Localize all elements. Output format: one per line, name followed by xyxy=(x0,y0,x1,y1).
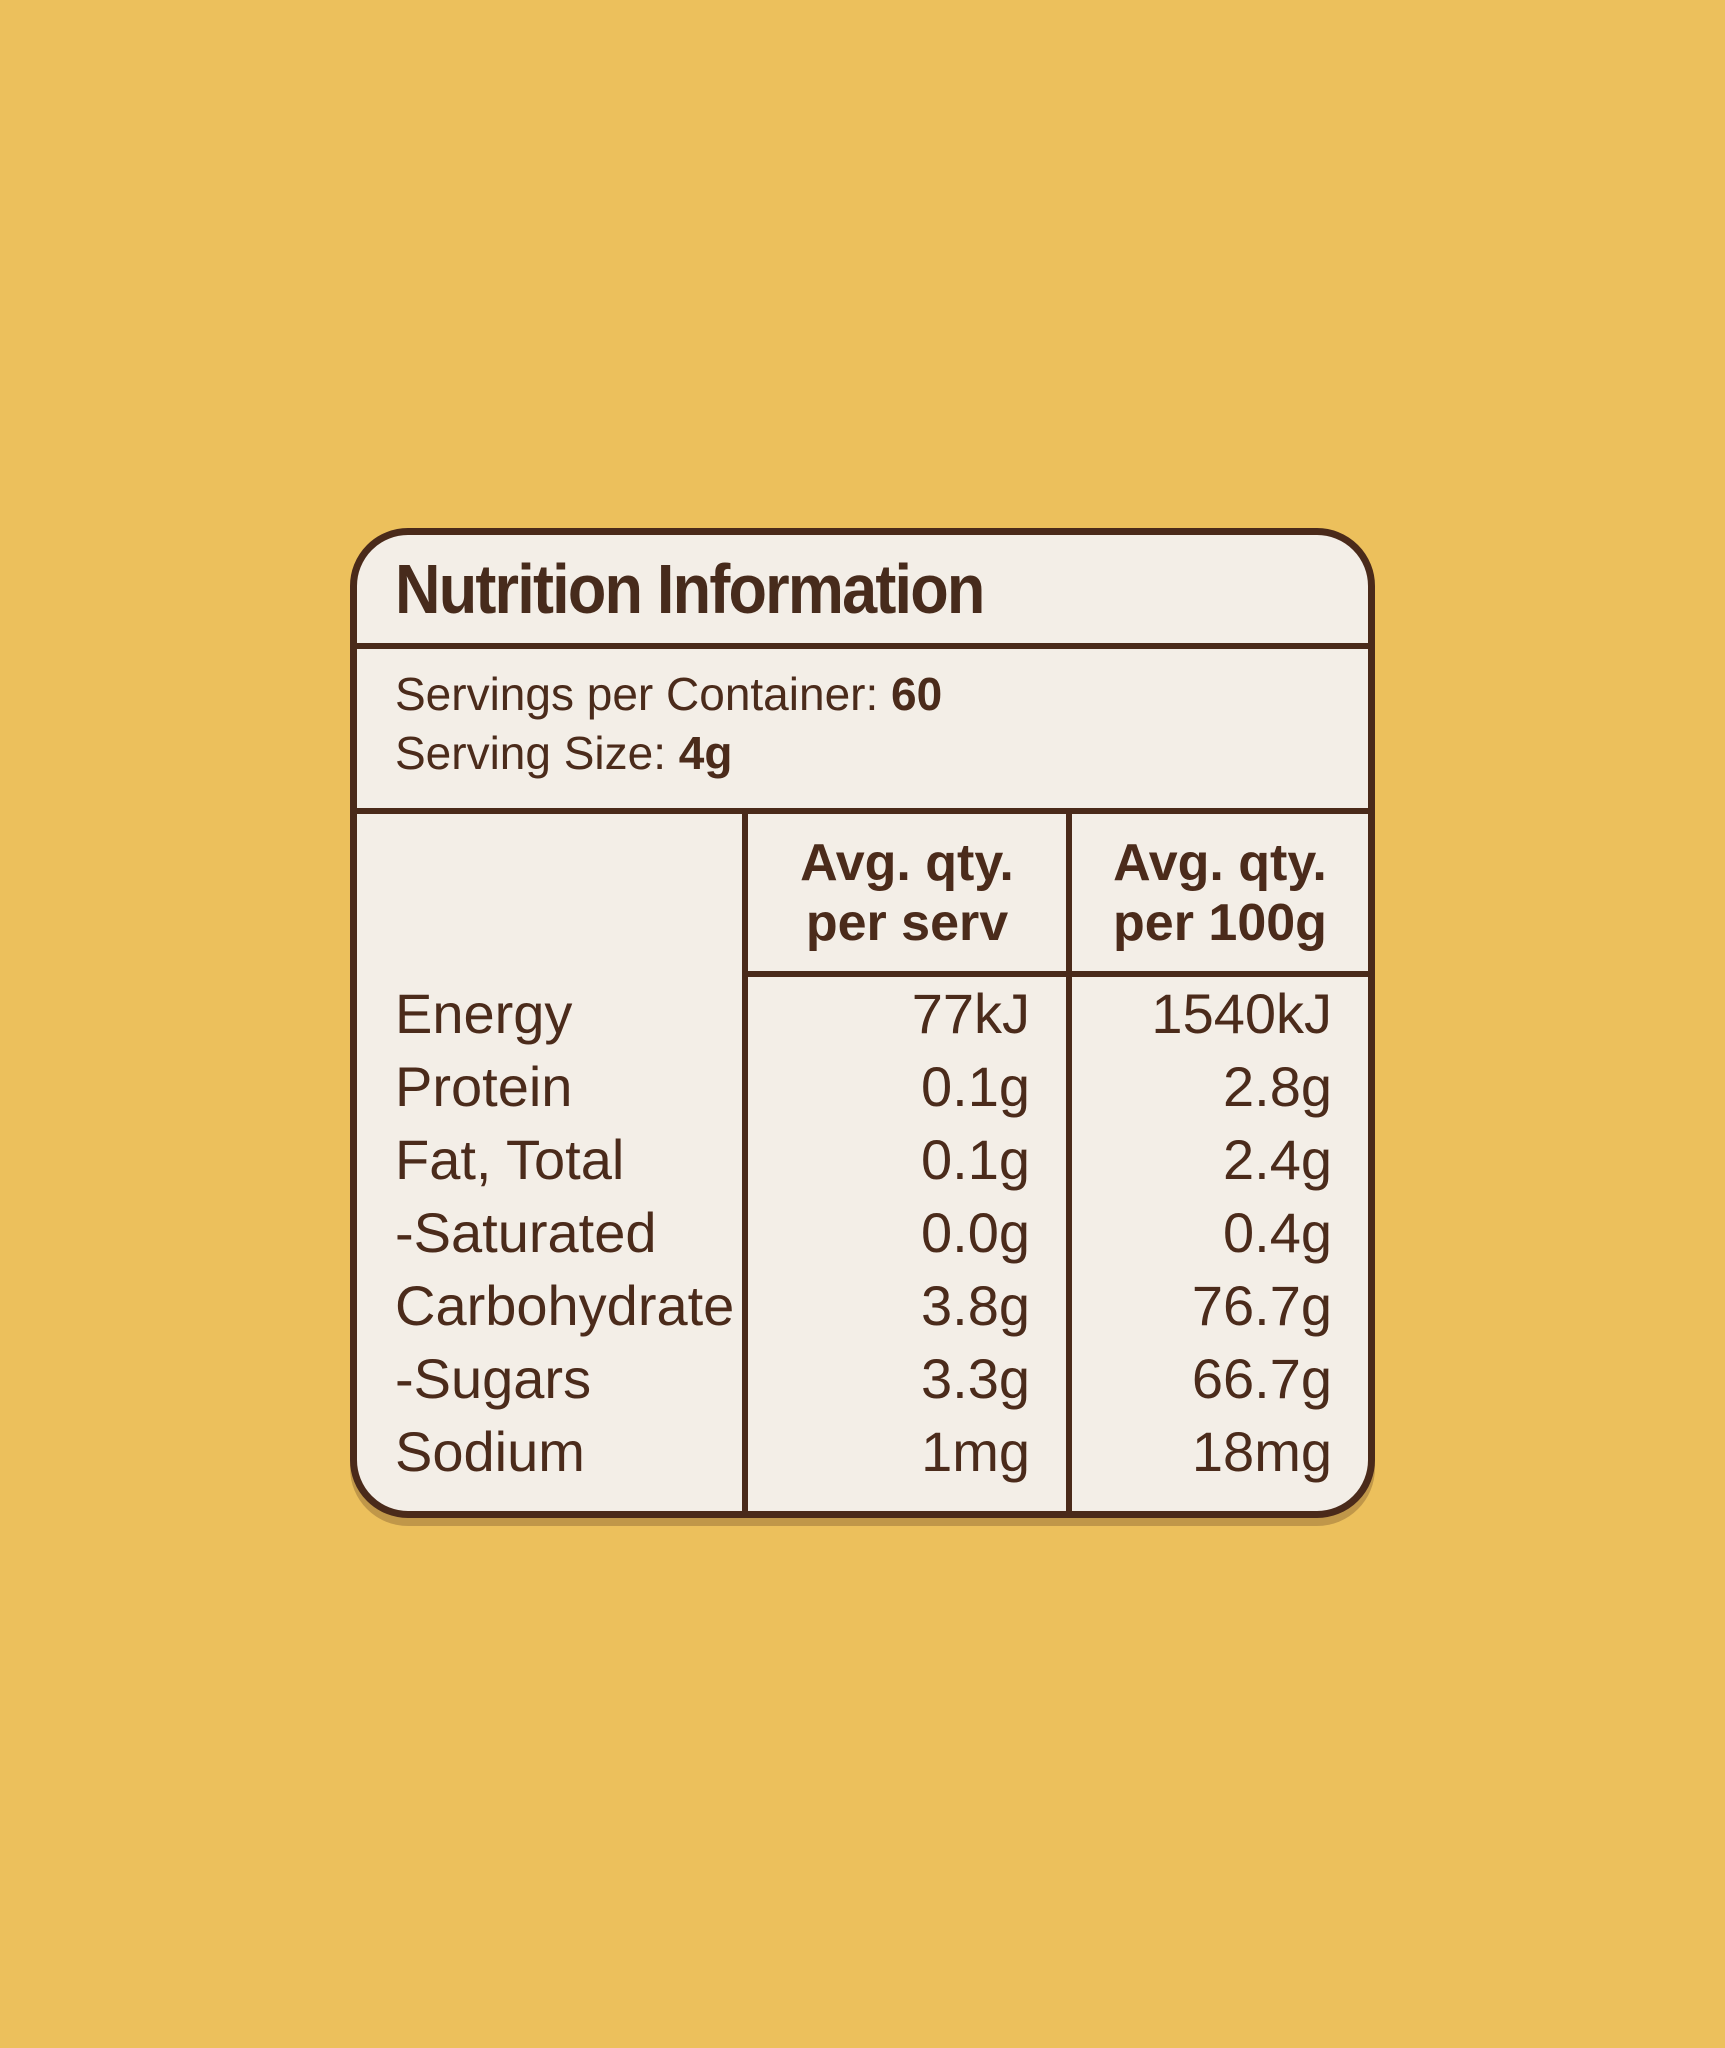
column-header-per-100g-line2: per 100g xyxy=(1113,893,1327,952)
servings-section: Servings per Container: 60 Serving Size:… xyxy=(357,649,1368,814)
column-per-serv: Avg. qty. per serv 77kJ 0.1g 0.1g 0.0g 3… xyxy=(742,814,1066,1511)
nutrition-table: Energy Protein Fat, Total -Saturated Car… xyxy=(357,814,1368,1511)
nutrient-name: -Saturated xyxy=(395,1201,657,1264)
serving-size-line: Serving Size: 4g xyxy=(395,724,1330,783)
nutrient-name: Protein xyxy=(395,1055,573,1118)
nutrient-name: Energy xyxy=(395,982,573,1045)
column-header-per-serv-line1: Avg. qty. xyxy=(800,833,1014,892)
nutrient-name: -Sugars xyxy=(395,1347,592,1410)
value-per-serv: 0.1g xyxy=(921,1128,1030,1191)
value-per-100g: 76.7g xyxy=(1191,1274,1332,1337)
value-per-serv: 3.8g xyxy=(921,1274,1030,1337)
servings-per-container-line: Servings per Container: 60 xyxy=(395,665,1330,724)
nutrient-name: Sodium xyxy=(395,1420,585,1483)
column-header-per-100g: Avg. qty. per 100g xyxy=(1072,814,1368,977)
value-per-100g: 0.4g xyxy=(1223,1201,1332,1264)
value-per-serv: 1mg xyxy=(921,1420,1030,1483)
value-per-serv: 0.1g xyxy=(921,1055,1030,1118)
column-header-per-100g-line1: Avg. qty. xyxy=(1113,833,1327,892)
value-per-100g: 2.8g xyxy=(1223,1055,1332,1118)
serving-size-value: 4g xyxy=(678,727,733,779)
value-per-100g: 2.4g xyxy=(1223,1128,1332,1191)
column-per-100g: Avg. qty. per 100g 1540kJ 2.8g 2.4g 0.4g… xyxy=(1066,814,1368,1511)
value-per-serv: 77kJ xyxy=(911,982,1030,1045)
value-per-100g: 18mg xyxy=(1191,1420,1332,1483)
value-per-serv: 3.3g xyxy=(921,1347,1030,1410)
column-header-empty xyxy=(357,814,742,977)
value-per-serv: 0.0g xyxy=(921,1201,1030,1264)
value-per-100g: 66.7g xyxy=(1191,1347,1332,1410)
column-nutrient-names: Energy Protein Fat, Total -Saturated Car… xyxy=(357,814,742,1511)
title-section: Nutrition Information xyxy=(357,535,1368,649)
column-header-per-serv-line2: per serv xyxy=(805,893,1009,952)
serving-size-label: Serving Size: xyxy=(395,727,679,779)
servings-per-container-value: 60 xyxy=(891,668,943,720)
nutrient-name: Carbohydrate xyxy=(395,1274,735,1337)
servings-per-container-label: Servings per Container: xyxy=(395,668,892,720)
value-per-100g: 1540kJ xyxy=(1151,982,1332,1045)
column-header-per-serv: Avg. qty. per serv xyxy=(748,814,1066,977)
nutrition-title: Nutrition Information xyxy=(395,550,985,628)
nutrition-card: Nutrition Information Servings per Conta… xyxy=(350,528,1375,1518)
nutrient-name: Fat, Total xyxy=(395,1128,625,1191)
